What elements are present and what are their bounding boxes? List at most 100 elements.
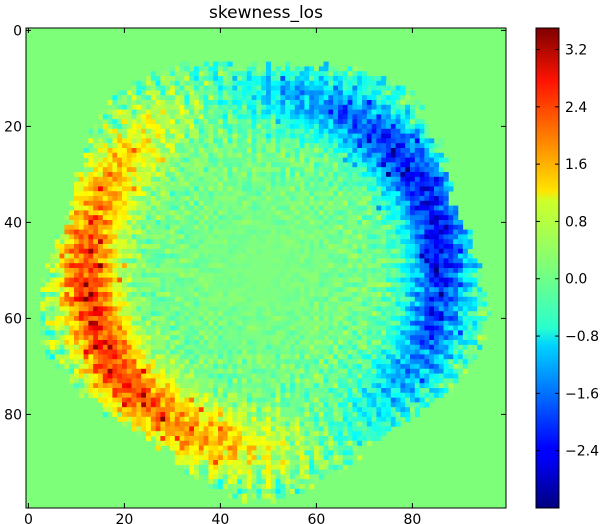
heatmap-cell xyxy=(184,186,190,192)
heatmap-cell xyxy=(414,215,420,221)
heatmap-cell xyxy=(390,277,396,283)
heatmap-cell xyxy=(165,364,171,370)
heatmap-cell xyxy=(338,172,344,178)
heatmap-cell xyxy=(141,296,147,302)
heatmap-cell xyxy=(256,71,262,77)
heatmap-cell xyxy=(136,292,142,298)
heatmap-cell xyxy=(462,296,468,302)
heatmap-cell xyxy=(443,234,449,240)
heatmap-cell xyxy=(218,306,224,312)
heatmap-cell xyxy=(462,306,468,312)
heatmap-cell xyxy=(294,66,300,72)
heatmap-cell xyxy=(203,220,209,226)
heatmap-cell xyxy=(448,287,454,293)
heatmap-cell xyxy=(227,61,233,67)
heatmap-cell xyxy=(213,364,219,370)
heatmap-cell xyxy=(438,181,444,187)
heatmap-cell xyxy=(174,148,180,154)
heatmap-cell xyxy=(256,296,262,302)
heatmap-cell xyxy=(218,258,224,264)
heatmap-cell xyxy=(194,344,200,350)
heatmap-cell xyxy=(246,268,252,274)
heatmap-cell xyxy=(419,282,425,288)
heatmap-cell xyxy=(194,272,200,278)
heatmap-cell xyxy=(400,85,406,91)
heatmap-cell xyxy=(342,268,348,274)
heatmap-cell xyxy=(150,143,156,149)
heatmap-cell xyxy=(318,344,324,350)
heatmap-cell xyxy=(155,80,161,86)
heatmap-cell xyxy=(309,234,315,240)
heatmap-cell xyxy=(371,114,377,120)
heatmap-cell xyxy=(170,167,176,173)
heatmap-cell xyxy=(208,229,214,235)
heatmap-cell xyxy=(54,364,60,370)
heatmap-cell xyxy=(150,301,156,307)
heatmap-cell xyxy=(333,114,339,120)
heatmap-cell xyxy=(386,330,392,336)
heatmap-cell xyxy=(419,234,425,240)
heatmap-cell xyxy=(64,234,70,240)
heatmap-cell xyxy=(45,340,51,346)
heatmap-cell xyxy=(453,340,459,346)
heatmap-cell xyxy=(93,210,99,216)
heatmap-cell xyxy=(266,340,272,346)
heatmap-cell xyxy=(410,244,416,250)
heatmap-cell xyxy=(318,119,324,125)
heatmap-cell xyxy=(107,253,113,259)
heatmap-cell xyxy=(170,191,176,197)
heatmap-cell xyxy=(222,272,228,278)
heatmap-cell xyxy=(237,124,243,130)
heatmap-cell xyxy=(381,138,387,144)
heatmap-cell xyxy=(237,200,243,206)
heatmap-cell xyxy=(256,229,262,235)
heatmap-cell xyxy=(342,292,348,298)
heatmap-cell xyxy=(323,205,329,211)
heatmap-cell xyxy=(285,229,291,235)
heatmap-cell xyxy=(112,143,118,149)
heatmap-cell xyxy=(275,311,281,317)
heatmap-cell xyxy=(208,272,214,278)
heatmap-cell xyxy=(362,162,368,168)
heatmap-cell xyxy=(366,301,372,307)
heatmap-cell xyxy=(122,330,128,336)
heatmap-cell xyxy=(232,263,238,269)
heatmap-cell xyxy=(448,320,454,326)
heatmap-cell xyxy=(285,282,291,288)
heatmap-cell xyxy=(323,85,329,91)
heatmap-cell xyxy=(150,128,156,134)
heatmap-cell xyxy=(314,172,320,178)
heatmap-cell xyxy=(150,205,156,211)
heatmap-cell xyxy=(347,167,353,173)
heatmap-cell xyxy=(237,167,243,173)
heatmap-cell xyxy=(352,239,358,245)
heatmap-cell xyxy=(136,191,142,197)
heatmap-cell xyxy=(366,364,372,370)
heatmap-cell xyxy=(405,124,411,130)
heatmap-cell xyxy=(146,340,152,346)
heatmap-cell xyxy=(362,268,368,274)
heatmap-cell xyxy=(64,296,70,302)
heatmap-cell xyxy=(395,90,401,96)
heatmap-cell xyxy=(434,152,440,158)
heatmap-cell xyxy=(131,90,137,96)
heatmap-cell xyxy=(410,191,416,197)
heatmap-cell xyxy=(117,114,123,120)
heatmap-cell xyxy=(419,268,425,274)
heatmap-cell xyxy=(414,124,420,130)
heatmap-cell xyxy=(146,335,152,341)
heatmap-cell xyxy=(371,124,377,130)
heatmap-cell xyxy=(376,95,382,101)
heatmap-cell xyxy=(362,172,368,178)
heatmap-cell xyxy=(280,335,286,341)
heatmap-cell xyxy=(280,176,286,182)
heatmap-cell xyxy=(304,220,310,226)
heatmap-cell xyxy=(294,244,300,250)
heatmap-cell xyxy=(285,359,291,365)
heatmap-cell xyxy=(74,349,80,355)
heatmap-cell xyxy=(160,76,166,82)
heatmap-cell xyxy=(386,176,392,182)
heatmap-cell xyxy=(405,119,411,125)
heatmap-cell xyxy=(78,364,84,370)
heatmap-cell xyxy=(232,215,238,221)
